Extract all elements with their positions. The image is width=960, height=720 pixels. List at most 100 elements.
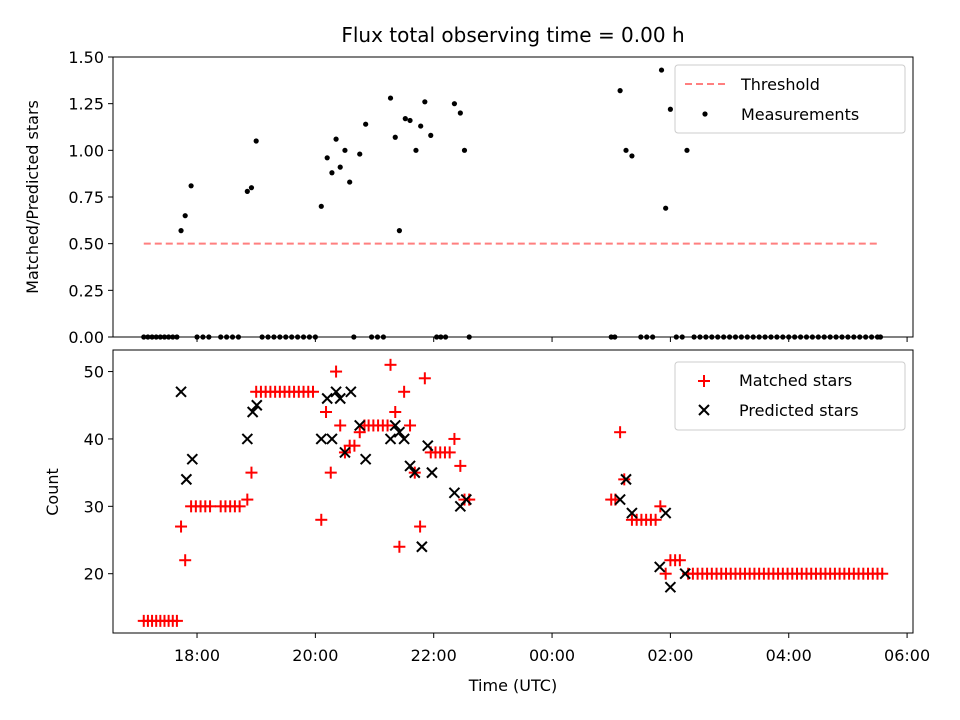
predicted-star-point (393, 426, 406, 438)
predicted-star-point (626, 507, 638, 519)
predicted-star-point (384, 433, 397, 445)
measurement-point (658, 67, 665, 73)
measurement-point (188, 183, 194, 189)
matched-star-point (454, 459, 467, 472)
predicted-star-point (326, 433, 338, 445)
bottom-axes-frame (112, 349, 914, 634)
bottom-y-axis-label: Count (43, 468, 62, 516)
bottom-x-tick-label: 06:00 (884, 646, 930, 665)
matched-star-point (876, 567, 889, 580)
matched-star-point (448, 432, 461, 445)
measurement-point (629, 153, 635, 159)
measurement-point (617, 88, 623, 94)
top-y-tick-label: 0.50 (68, 235, 104, 254)
count-points (137, 358, 889, 627)
measurement-point (418, 123, 424, 129)
matched-star-point (654, 500, 667, 513)
top-y-tick-label: 0.00 (68, 328, 104, 347)
bottom-axis-ticks: 20 30 40 50 18:00 20:00 22:00 00:00 02:00 04:00 06… (84, 363, 930, 665)
matched-star-point (324, 466, 337, 479)
top-y-tick-label: 0.75 (68, 188, 104, 207)
matched-star-point (404, 419, 417, 432)
predicted-star-point (448, 487, 461, 499)
matched-star-point (307, 385, 319, 398)
top-y-axis-label: Matched/Predicted stars (23, 100, 42, 294)
matched-star-point (233, 500, 246, 513)
measurement-point (363, 121, 369, 127)
measurement-point (248, 185, 255, 191)
top-y-tick-label: 1.25 (68, 95, 104, 114)
matched-star-point (618, 473, 631, 486)
measurement-point (178, 228, 184, 234)
predicted-star-point (426, 466, 438, 479)
predicted-star-point (339, 446, 351, 459)
matched-star-point (179, 554, 192, 567)
top-y-tick-label: 0.25 (68, 281, 104, 300)
predicted-star-point (321, 392, 333, 405)
predicted-star-point (664, 581, 677, 593)
matched-star-point (414, 520, 427, 533)
matched-star-point (241, 493, 254, 506)
legend-measurements-swatch (702, 111, 708, 117)
matched-star-point (245, 466, 258, 479)
chart-title: Flux total observing time = 0.00 h (341, 23, 684, 47)
bottom-legend: Matched stars Predicted stars (674, 361, 906, 431)
matched-star-point (334, 419, 347, 432)
measurement-point (684, 147, 690, 153)
bottom-x-tick-label: 02:00 (647, 646, 693, 665)
predicted-star-point (416, 541, 428, 553)
predicted-star-point (359, 453, 372, 465)
matched-star-point (353, 426, 366, 439)
predicted-star-point (241, 433, 254, 445)
measurement-point (623, 147, 629, 153)
bottom-y-tick-label: 20 (84, 565, 104, 584)
bottom-x-tick-label: 00:00 (529, 646, 575, 665)
predicted-star-point (659, 507, 672, 519)
predicted-star-point (404, 460, 416, 472)
measurement-point (422, 99, 428, 105)
predicted-star-point (330, 386, 342, 398)
predicted-star-point (654, 561, 666, 573)
measurement-point (342, 147, 348, 153)
predicted-star-point (315, 433, 327, 445)
predicted-star-point (345, 386, 357, 398)
legend-matched-label: Matched stars (739, 371, 852, 390)
predicted-star-point (334, 392, 346, 405)
predicted-star-point (422, 439, 434, 452)
top-y-tick-label: 1.50 (68, 48, 104, 67)
matched-star-point (384, 358, 397, 371)
bottom-x-tick-label: 20:00 (292, 646, 338, 665)
bottom-y-tick-label: 50 (84, 363, 104, 382)
predicted-star-point (389, 419, 401, 432)
measurement-point (392, 134, 398, 140)
matched-star-point (315, 513, 328, 526)
legend-measurements-label: Measurements (741, 105, 859, 124)
matched-star-point (330, 365, 343, 378)
matched-star-point (175, 520, 188, 533)
bottom-x-tick-label: 18:00 (174, 646, 220, 665)
matched-star-point (348, 439, 361, 452)
measurement-point (396, 228, 402, 234)
measurement-point (337, 164, 343, 170)
measurement-point (407, 117, 413, 124)
measurement-point (333, 136, 339, 142)
measurement-point (413, 147, 419, 153)
matched-star-point (204, 500, 217, 513)
predicted-star-point (175, 386, 187, 398)
bottom-legend-box (674, 361, 906, 431)
measurement-point (667, 106, 673, 112)
legend-predicted-swatch (698, 404, 710, 416)
predicted-star-point (251, 399, 263, 411)
measurement-point (253, 138, 259, 144)
matched-star-point (418, 372, 431, 385)
matched-star-point (381, 419, 394, 432)
bottom-y-tick-label: 40 (84, 430, 104, 449)
bottom-y-tick-label: 30 (84, 497, 104, 516)
predicted-star-point (186, 453, 198, 465)
legend-threshold-label: Threshold (740, 75, 820, 94)
measurement-point (451, 101, 458, 107)
measurement-point (329, 170, 335, 176)
matched-star-point (649, 513, 662, 526)
legend-matched-swatch (698, 375, 710, 387)
